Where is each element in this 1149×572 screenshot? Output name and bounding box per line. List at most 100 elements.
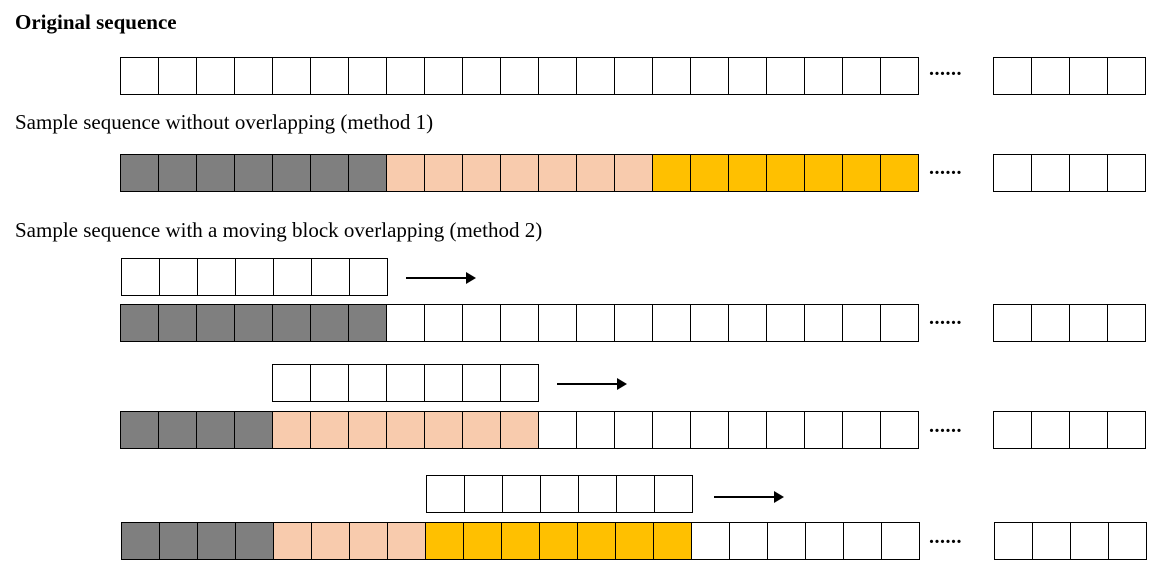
sequence-cell [1108,305,1146,341]
sequence-cell [615,58,653,94]
sequence-cell [198,523,236,559]
sequence-cell [312,523,350,559]
sequence-cell [425,58,463,94]
sequence-cell [463,412,501,448]
sequence-cell [273,58,311,94]
sequence-cell [465,476,503,512]
method2-step1-tail [993,304,1146,342]
sequence-cell [311,365,349,401]
sequence-cell [236,259,274,295]
method2-step3-window [426,475,693,513]
sequence-cell [387,155,425,191]
sequence-cell [350,259,388,295]
sequence-cell [425,412,463,448]
sequence-cell [729,305,767,341]
sequence-cell [425,305,463,341]
sequence-cell [160,523,198,559]
sequence-cell [654,523,692,559]
sequence-cell [1070,155,1108,191]
sequence-cell [387,58,425,94]
arrow-right-icon [406,272,476,284]
sequence-cell [806,523,844,559]
sequence-cell [1032,155,1070,191]
sequence-cell [426,523,464,559]
sequence-cell [994,412,1032,448]
sequence-cell [843,155,881,191]
sequence-cell [121,412,159,448]
sequence-cell [1108,155,1146,191]
sequence-cell [311,305,349,341]
sequence-cell [463,58,501,94]
method1-sequence-tail [993,154,1146,192]
sequence-cell [730,523,768,559]
sequence-cell [273,365,311,401]
sequence-cell [881,412,919,448]
sequence-cell [349,155,387,191]
sequence-cell [577,412,615,448]
sequence-cell [273,412,311,448]
original-sequence-tail [993,57,1146,95]
sequence-cell [1070,412,1108,448]
sequence-cell [805,412,843,448]
sequence-cell [995,523,1033,559]
sequence-cell [691,58,729,94]
sequence-cell [1070,58,1108,94]
sequence-cell [198,259,236,295]
sequence-cell [729,412,767,448]
sequence-cell [805,58,843,94]
sequence-cell [579,476,617,512]
sequence-cell [729,58,767,94]
sequence-cell [1032,305,1070,341]
sequence-cell [503,476,541,512]
sequence-cell [653,305,691,341]
method1-heading: Sample sequence without overlapping (met… [15,110,434,134]
sequence-cell [767,412,805,448]
sequence-cell [502,523,540,559]
sequence-cell [501,305,539,341]
sequence-cell [350,523,388,559]
sequence-cell [615,412,653,448]
original-sequence-row [120,57,919,95]
sequence-cell [501,412,539,448]
sequence-cell [994,155,1032,191]
sequence-cell [311,155,349,191]
sequence-cell [388,523,426,559]
sequence-cell [1070,305,1108,341]
sequence-cell [843,305,881,341]
sequence-cell [691,155,729,191]
sequence-cell [197,58,235,94]
sequence-cell [692,523,730,559]
sequence-cell [691,412,729,448]
sequence-cell [501,58,539,94]
arrow-right-icon [557,378,627,390]
sequence-cell [235,58,273,94]
sequence-cell [805,155,843,191]
sequence-cell [235,305,273,341]
sequence-cell [311,58,349,94]
method2-heading: Sample sequence with a moving block over… [15,218,543,242]
sequence-cell [274,523,312,559]
sequence-cell [541,476,579,512]
sequence-cell [311,412,349,448]
sequence-cell [160,259,198,295]
sequence-cell [691,305,729,341]
sequence-cell [425,155,463,191]
method1-sequence-row [120,154,919,192]
sequence-cell [122,259,160,295]
sequence-cell [539,412,577,448]
sequence-cell [274,259,312,295]
sequence-cell [427,476,465,512]
sequence-cell [729,155,767,191]
sequence-cell [881,155,919,191]
sequence-cell [843,58,881,94]
method2-step3-row [121,522,920,560]
sequence-cell [121,155,159,191]
sequence-cell [767,155,805,191]
sequence-cell [349,58,387,94]
sequence-cell [463,365,501,401]
original-sequence-heading: Original sequence [15,10,177,34]
sequence-cell [578,523,616,559]
sequence-cell [1109,523,1147,559]
sequence-cell [994,58,1032,94]
sequence-cell [273,305,311,341]
